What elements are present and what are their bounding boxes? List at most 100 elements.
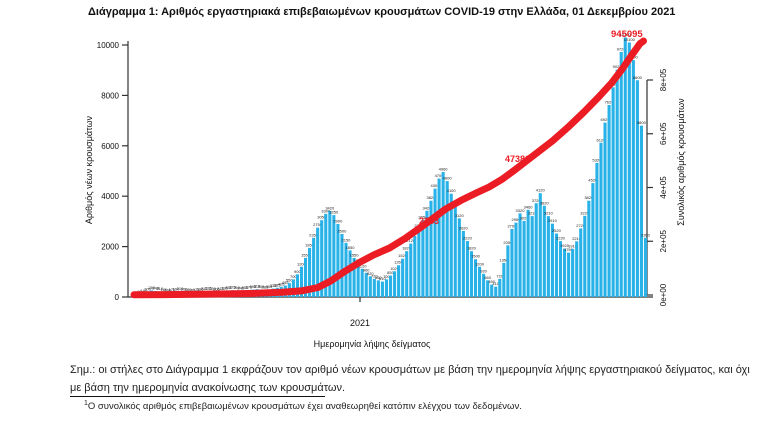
bar-value-label: 2210 <box>572 236 582 241</box>
bar <box>635 80 639 297</box>
bar-value-label: 960 <box>363 267 370 272</box>
bar-value-label: 245 <box>237 285 244 290</box>
bar <box>303 257 308 297</box>
bar <box>567 252 571 297</box>
bar <box>530 216 534 297</box>
bar-value-label: 720 <box>371 273 378 278</box>
bar <box>372 278 376 297</box>
bar <box>299 266 304 297</box>
footnote: 1Ο συνολικός αριθμός επιβεβαιωμένων κρου… <box>84 400 744 412</box>
chart-title: Διάγραμμα 1: Αριθμός εργαστηριακά επιβεβ… <box>88 6 676 18</box>
bar <box>425 210 429 297</box>
bar-value-label: 255 <box>225 285 232 290</box>
bar <box>490 284 494 297</box>
bar <box>388 275 393 297</box>
bar-value-label: 3210 <box>528 211 538 216</box>
bar <box>579 228 583 297</box>
bar-value-label: 490 <box>488 279 495 284</box>
bar-value-label: 820 <box>367 271 374 276</box>
bar-value-label: 9720 <box>617 47 627 52</box>
bar-value-label: 205 <box>213 286 220 291</box>
bar <box>429 200 433 297</box>
x-axis-title: Ημερομηνία λήψης δείγματος <box>314 339 431 349</box>
bar-value-label: 1920 <box>560 243 570 248</box>
bar <box>546 216 550 297</box>
bar <box>320 220 324 297</box>
bar-value-label: 9020 <box>613 64 623 69</box>
bar-value-label: 2150 <box>342 237 352 242</box>
chart-note-line2: με βάση την ημερομηνία ανακοίνωσης των κ… <box>70 382 346 394</box>
bar <box>554 233 559 297</box>
bar-value-label: 2720 <box>576 223 586 228</box>
bar-value-label: 180 <box>185 287 192 292</box>
footnote-separator <box>70 396 325 397</box>
bar <box>631 60 635 298</box>
bar <box>441 172 445 297</box>
bar-value-label: 1500 <box>471 254 481 259</box>
bar <box>473 259 478 297</box>
left-axis-tick-label: 8000 <box>101 91 119 100</box>
bar <box>538 193 542 297</box>
cumulative-annotation: 47386 <box>505 154 530 164</box>
right-axis-tick-label: 8e+05 <box>659 68 668 91</box>
bar-value-label: 6120 <box>596 137 606 142</box>
cumulative-line <box>130 37 647 299</box>
bar-value-label: 2750 <box>313 222 323 227</box>
left-axis-tick-label: 4000 <box>101 192 119 201</box>
bar-value-label: 210 <box>156 286 163 291</box>
bar <box>316 227 320 297</box>
bar-value-label: 720 <box>496 273 503 278</box>
bar-value-label: 215 <box>217 286 224 291</box>
bar <box>413 236 417 297</box>
bar <box>356 263 360 297</box>
bar-value-label: 4600 <box>443 176 453 181</box>
bar-value-label: 7620 <box>605 99 615 104</box>
bar-value-label: 255 <box>241 285 248 290</box>
right-axis-tick-label: 2e+05 <box>659 229 668 252</box>
bar-value-label: 3720 <box>532 198 542 203</box>
bar-value-label: 3820 <box>584 195 594 200</box>
bar <box>360 268 364 297</box>
bar-value-label: 240 <box>152 285 159 290</box>
bar-value-label: 2350 <box>641 232 651 237</box>
bar-value-label: 700 <box>290 274 297 279</box>
bar <box>619 52 623 297</box>
bar-value-label: 180 <box>160 287 167 292</box>
bar-value-label: 2350 <box>309 232 319 237</box>
bar <box>558 241 563 297</box>
bar-value-label: 2900 <box>333 218 343 223</box>
bar-value-label: 365 <box>274 282 281 287</box>
bar <box>352 257 356 297</box>
bar <box>587 200 591 297</box>
bar <box>514 222 518 297</box>
left-axis-tick-label: 10000 <box>97 41 120 50</box>
bar <box>643 237 648 297</box>
bar-value-label: 190 <box>173 287 180 292</box>
bar-value-label: 2950 <box>511 217 521 222</box>
bar <box>461 230 465 297</box>
bar <box>332 215 336 297</box>
bar-value-label: 455 <box>282 280 289 285</box>
bar-value-label: 3250 <box>329 210 339 215</box>
bar-value-label: 920 <box>480 268 487 273</box>
bar-value-label: 335 <box>270 283 277 288</box>
bar-value-label: 300 <box>258 284 265 289</box>
bar-value-label: 1550 <box>350 252 360 257</box>
bar-value-label: 1820 <box>467 246 477 251</box>
bar-value-label: 700 <box>383 274 390 279</box>
bar <box>445 181 449 297</box>
bar-value-label: 1260 <box>394 260 404 265</box>
bar-value-label: 3420 <box>325 205 335 210</box>
bar <box>401 258 405 297</box>
bar-value-label: 3210 <box>544 211 554 216</box>
bar <box>393 271 397 297</box>
bar-value-label: 295 <box>250 284 257 289</box>
bar <box>478 266 482 297</box>
bar-value-label: 1120 <box>358 263 367 268</box>
bar <box>623 37 627 297</box>
bar-value-label: 200 <box>144 286 151 291</box>
bar-value-label: 3320 <box>516 208 526 213</box>
bar-value-label: 4300 <box>431 183 441 188</box>
right-axis-tick-label: 6e+05 <box>659 122 668 145</box>
bar <box>615 69 619 297</box>
